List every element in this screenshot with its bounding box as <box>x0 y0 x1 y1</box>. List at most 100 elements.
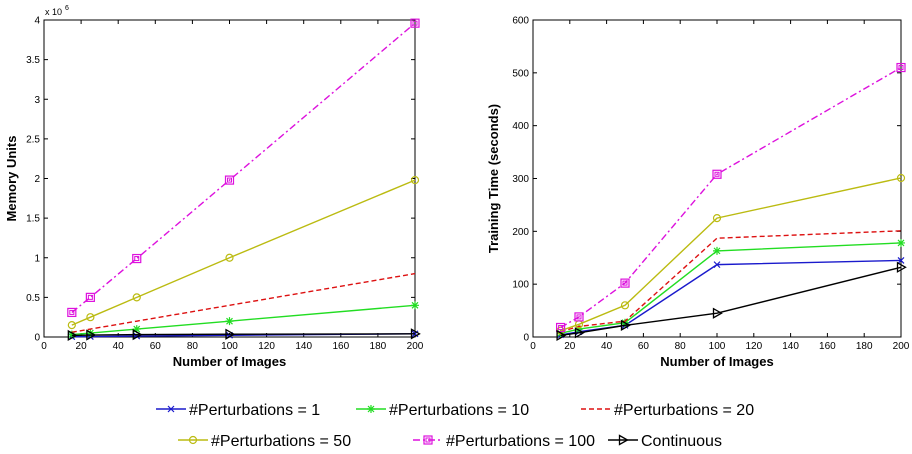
data-point-outer <box>132 253 142 264</box>
series-line-perturbations-100 <box>71 22 416 313</box>
series-perturbations-100 <box>555 62 906 333</box>
y-tick-label: 1 <box>34 253 40 264</box>
data-point <box>410 175 420 185</box>
data-point <box>574 312 584 322</box>
data-point <box>225 328 236 340</box>
x-tick-label: 120 <box>258 341 275 352</box>
series-line-perturbations-50 <box>560 177 902 332</box>
data-point <box>411 301 419 310</box>
x-tick-label: 0 <box>41 341 47 352</box>
x-tick-label: 60 <box>638 341 650 352</box>
data-point <box>713 246 721 255</box>
legend-entry-perturbations-50: #Perturbations = 50 <box>178 433 351 450</box>
y-tick-label: 3.5 <box>26 55 40 66</box>
data-point-outer <box>67 307 77 318</box>
series-line-perturbations-100 <box>560 66 902 329</box>
legend: #Perturbations = 1 #Perturbations = 10 #Pe… <box>156 402 754 450</box>
series-line-perturbations-20 <box>71 272 416 333</box>
series-line-perturbations-20 <box>560 230 902 333</box>
data-point <box>712 214 722 223</box>
data-point <box>620 319 631 331</box>
legend-label: #Perturbations = 50 <box>211 433 351 450</box>
data-point-inner <box>87 294 93 300</box>
legend-entry-perturbations-1: #Perturbations = 1 <box>156 402 320 419</box>
series-perturbations-20 <box>71 272 416 333</box>
data-point <box>67 330 76 339</box>
data-point <box>897 256 905 264</box>
data-point <box>86 313 95 322</box>
data-point-outer <box>224 175 235 185</box>
data-point <box>575 325 583 334</box>
y-tick-label: 2 <box>34 174 40 185</box>
series-line-continuous <box>71 333 416 337</box>
x-tick-label: 140 <box>295 341 312 352</box>
y-tick-label: 600 <box>512 16 529 27</box>
legend-marker <box>423 435 433 445</box>
data-point-inner <box>69 309 75 315</box>
y-tick-label: 2.5 <box>26 134 40 145</box>
x-axis-label: Number of Images <box>660 354 773 369</box>
x-tick-label: 100 <box>221 341 238 352</box>
data-point <box>224 175 235 185</box>
data-point <box>713 261 721 269</box>
data-point-inner <box>714 171 720 177</box>
data-point <box>132 253 142 264</box>
data-point-outer <box>620 278 630 288</box>
y-multiplier-label: x 10 <box>45 7 62 17</box>
data-point <box>712 169 722 179</box>
x-tick-label: 0 <box>530 341 536 352</box>
series-line-continuous <box>560 266 902 337</box>
y-axis-label: Memory Units <box>4 136 19 222</box>
data-point <box>896 62 906 73</box>
y-tick-label: 0 <box>523 333 529 344</box>
legend-marker <box>367 405 375 413</box>
data-point <box>896 173 906 183</box>
data-point <box>620 301 630 310</box>
y-tick-label: 0.5 <box>26 293 40 304</box>
x-tick-label: 80 <box>187 341 199 352</box>
data-point <box>85 292 95 302</box>
x-tick-label: 100 <box>709 341 726 352</box>
series-perturbations-20 <box>560 230 902 333</box>
y-tick-label: 200 <box>512 227 529 238</box>
y-tick-label: 4 <box>34 16 40 27</box>
legend-marker-outer <box>423 435 433 445</box>
data-point-inner <box>558 324 564 330</box>
legend-entry-perturbations-20: #Perturbations = 20 <box>581 402 754 419</box>
data-point <box>555 322 566 333</box>
y-tick-label: 0 <box>34 333 40 344</box>
x-tick-label: 180 <box>370 341 387 352</box>
x-tick-label: 20 <box>76 341 88 352</box>
legend-marker <box>188 435 198 445</box>
legend-entry-continuous: Continuous <box>608 433 722 450</box>
y-tick-label: 300 <box>512 174 529 185</box>
x-tick-label: 160 <box>332 341 349 352</box>
x-tick-label: 180 <box>856 341 873 352</box>
data-point <box>410 18 420 28</box>
series-perturbations-100 <box>67 18 420 318</box>
data-point <box>67 307 77 318</box>
legend-entry-perturbations-10: #Perturbations = 10 <box>356 402 529 419</box>
y-tick-label: 3 <box>34 95 40 106</box>
data-point <box>225 253 234 262</box>
data-point <box>410 328 421 340</box>
data-point-inner <box>134 256 140 262</box>
x-tick-label: 200 <box>407 341 424 352</box>
data-point-outer <box>410 18 420 28</box>
y-axis-label: Training Time (seconds) <box>486 104 501 253</box>
y-tick-label: 1.5 <box>26 214 40 225</box>
data-point-inner <box>622 280 628 286</box>
data-point-inner <box>898 65 904 71</box>
series-continuous <box>67 328 421 342</box>
x-tick-label: 200 <box>893 341 910 352</box>
data-point-outer <box>574 312 584 322</box>
x-axis-label: Number of Images <box>173 354 286 369</box>
series-perturbations-10 <box>67 301 419 339</box>
y-multiplier-exponent: 6 <box>65 5 69 12</box>
data-point-inner <box>576 314 582 320</box>
legend-marker <box>618 434 629 446</box>
legend-label: #Perturbations = 100 <box>446 433 595 450</box>
data-point <box>574 327 585 339</box>
x-tick-label: 80 <box>675 341 687 352</box>
y-tick-label: 100 <box>512 280 529 291</box>
